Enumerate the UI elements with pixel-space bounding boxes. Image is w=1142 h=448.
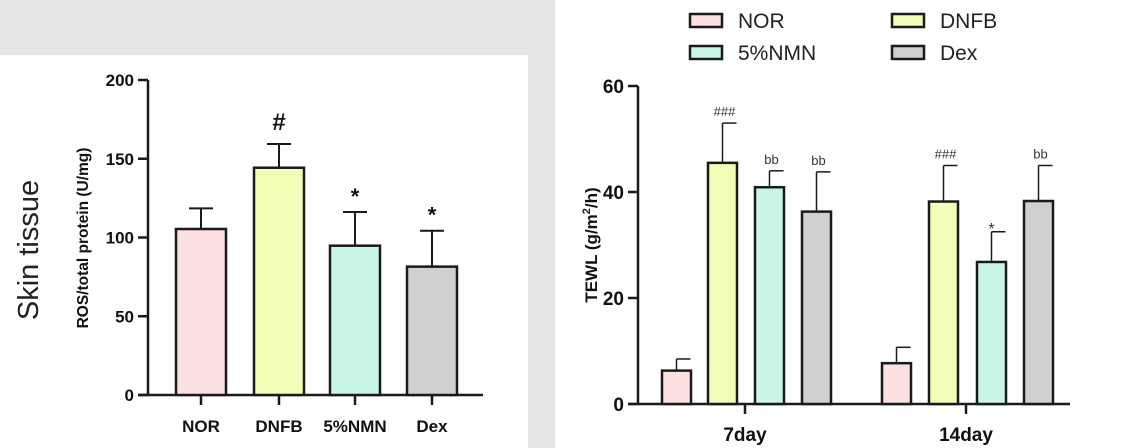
bar-DNFB-14day	[927, 200, 960, 406]
legend-label-5%NMN: 5%NMN	[738, 42, 816, 65]
y-tick-label: 150	[106, 150, 134, 169]
y-tick-label: 50	[115, 307, 134, 326]
legend-swatch-DNFB	[890, 12, 926, 29]
y-tick-label: 0	[125, 386, 134, 405]
x-tick-label: DNFB	[255, 417, 302, 436]
bar-DNFB	[252, 166, 306, 397]
ylabel-main: TEWL (g/m	[582, 214, 601, 302]
bar-5%NMN	[328, 244, 382, 397]
significance-mark: *	[351, 184, 360, 209]
x-tick-label: 5%NMN	[323, 417, 386, 436]
bar-NOR-14day	[880, 361, 913, 406]
bar-Dex	[405, 265, 459, 397]
left-chart: 0 50 100 150 200 NOR DNFB #5%NMN * Dex *	[106, 71, 483, 436]
bar-Dex-14day	[1022, 199, 1055, 406]
legend-label-NOR: NOR	[738, 10, 785, 33]
significance-mark: ###	[935, 147, 957, 162]
significance-mark: ###	[714, 104, 736, 119]
significance-mark: bb	[1033, 147, 1047, 162]
x-tick-label: NOR	[182, 417, 220, 436]
right-chart: 0 20 40 60 7day ### bb bb 14day ### * bb NOR DNFB 5%NM…	[603, 10, 1070, 446]
legend-swatch-5%NMN	[688, 44, 724, 61]
significance-mark: *	[428, 203, 437, 228]
bar-NOR-7day	[660, 369, 693, 406]
ylabel-tail: /h)	[582, 187, 601, 208]
y-tick-label: 200	[106, 71, 134, 90]
legend-label-DNFB: DNFB	[940, 10, 997, 33]
ylabel-sup: 2	[581, 208, 593, 214]
x-tick-label: 14day	[939, 425, 993, 446]
y-tick-label: 60	[603, 77, 624, 98]
significance-mark: bb	[764, 152, 778, 167]
bar-Dex-7day	[800, 210, 833, 406]
x-tick-label: 7day	[723, 425, 767, 446]
legend-label-Dex: Dex	[940, 42, 978, 65]
y-tick-label: 20	[603, 289, 624, 310]
significance-mark: *	[988, 221, 994, 238]
left-y-axis-label: ROS/total protein (U/mg)	[75, 148, 92, 329]
right-y-axis-label: TEWL (g/m2/h)	[581, 187, 601, 302]
bar-5%NMN-14day	[975, 260, 1008, 406]
y-tick-label: 100	[106, 229, 134, 248]
significance-mark: #	[272, 109, 285, 136]
side-label: Skin tissue	[13, 180, 45, 320]
x-tick-label: Dex	[416, 417, 448, 436]
bar-NOR	[174, 227, 228, 397]
legend-swatch-NOR	[688, 12, 724, 29]
y-tick-label: 40	[603, 183, 624, 204]
significance-mark: bb	[811, 153, 825, 168]
bar-5%NMN-7day	[753, 185, 786, 406]
legend-swatch-Dex	[890, 44, 926, 61]
y-tick-label: 0	[613, 395, 624, 416]
bar-DNFB-7day	[706, 161, 739, 406]
